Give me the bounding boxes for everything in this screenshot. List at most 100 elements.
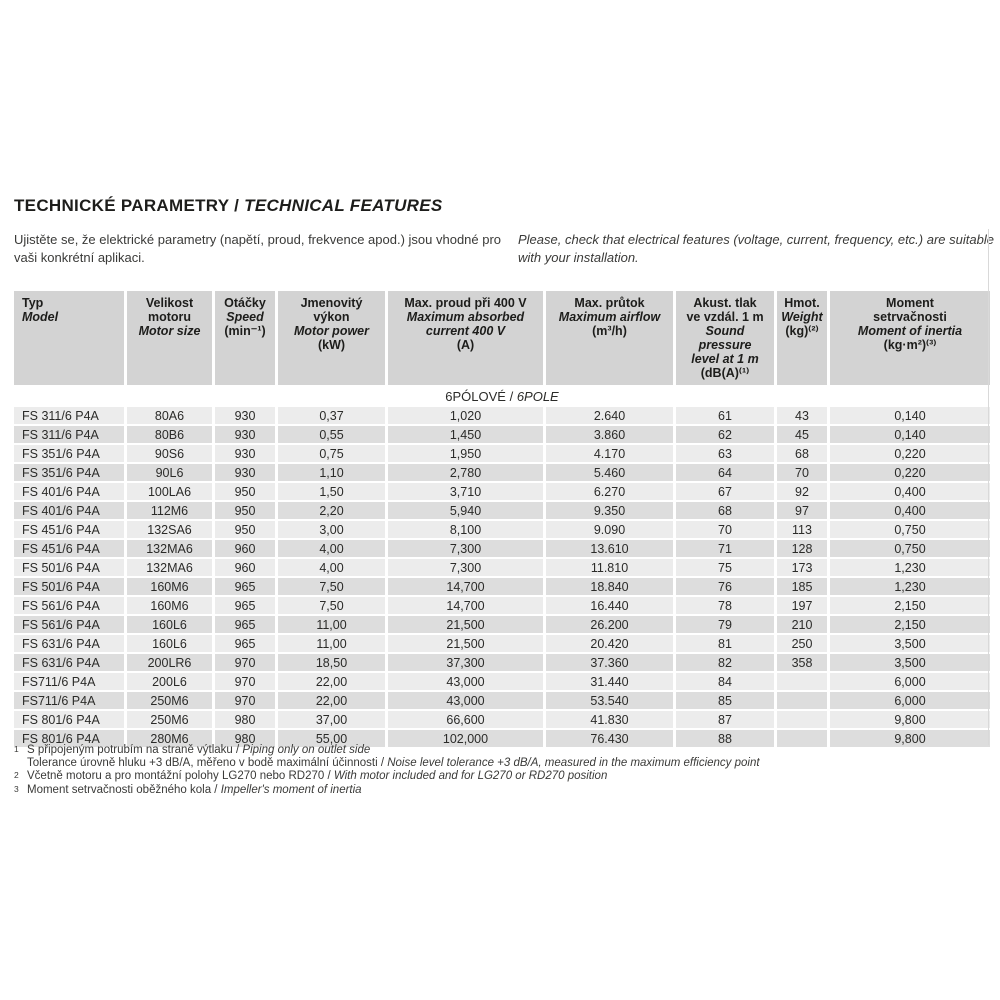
table-row: FS711/6 P4A 250M6 970 22,00 43,000 53.540 85 6,… [14, 692, 990, 709]
table-row: FS 801/6 P4A 280M6 980 55,00 102,000 76.430 88… [14, 730, 990, 747]
value-cell-weight: 70 [777, 464, 827, 481]
footnote-text-czech: Včetně motoru a pro montážní polohy LG27… [27, 770, 334, 783]
value-cell-weight: 45 [777, 426, 827, 443]
model-cell: FS 801/6 P4A [14, 711, 124, 728]
value-cell-moment-of-inertia: 6,000 [830, 692, 990, 709]
value-cell-motor-power: 3,00 [278, 521, 385, 538]
value-cell-sound-pressure: 84 [676, 673, 774, 690]
model-cell: FS711/6 P4A [14, 673, 124, 690]
column-header-max-current: Max. proud při 400 V Maximum absorbed curr… [388, 291, 543, 385]
value-cell-speed: 950 [215, 521, 275, 538]
value-cell-max-current: 1,450 [388, 426, 543, 443]
value-cell-max-airflow: 16.440 [546, 597, 673, 614]
footnote-text-english: Noise level tolerance +3 dB/A, measured … [387, 757, 760, 770]
value-cell-max-current: 21,500 [388, 616, 543, 633]
column-header-max-airflow: Max. průtok Maximum airflow (m³/h) [546, 291, 673, 385]
value-cell-max-airflow: 18.840 [546, 578, 673, 595]
table-row: FS 451/6 P4A 132MA6 960 4,00 7,300 13.610 71 12… [14, 540, 990, 557]
value-cell-sound-pressure: 76 [676, 578, 774, 595]
value-cell-motor-size: 200LR6 [127, 654, 212, 671]
table-row: FS 631/6 P4A 160L6 965 11,00 21,500 20.420 81 2… [14, 635, 990, 652]
value-cell-speed: 930 [215, 445, 275, 462]
value-cell-max-airflow: 41.830 [546, 711, 673, 728]
value-cell-sound-pressure: 62 [676, 426, 774, 443]
value-cell-motor-size: 112M6 [127, 502, 212, 519]
value-cell-moment-of-inertia: 3,500 [830, 654, 990, 671]
value-cell-sound-pressure: 88 [676, 730, 774, 747]
page-edge-rule [988, 229, 989, 745]
value-cell-max-current: 102,000 [388, 730, 543, 747]
model-cell: FS 311/6 P4A [14, 426, 124, 443]
value-cell-moment-of-inertia: 1,230 [830, 578, 990, 595]
table-row: FS 561/6 P4A 160M6 965 7,50 14,700 16.440 78 19… [14, 597, 990, 614]
value-cell-sound-pressure: 75 [676, 559, 774, 576]
value-cell-sound-pressure: 71 [676, 540, 774, 557]
column-header-speed: Otáčky Speed (min⁻¹) [215, 291, 275, 385]
footnote-text-czech: S připojeným potrubím na straně výtlaku … [27, 744, 243, 756]
table-row: FS 631/6 P4A 200LR6 970 18,50 37,300 37.360 82… [14, 654, 990, 671]
model-cell: FS711/6 P4A [14, 692, 124, 709]
value-cell-max-airflow: 2.640 [546, 407, 673, 424]
value-cell-max-current: 66,600 [388, 711, 543, 728]
model-cell: FS 401/6 P4A [14, 483, 124, 500]
value-cell-motor-power: 0,55 [278, 426, 385, 443]
table-row: FS 501/6 P4A 132MA6 960 4,00 7,300 11.810 75 17… [14, 559, 990, 576]
value-cell-max-current: 43,000 [388, 692, 543, 709]
value-cell-motor-power: 1,10 [278, 464, 385, 481]
value-cell-moment-of-inertia: 0,400 [830, 502, 990, 519]
value-cell-weight [777, 673, 827, 690]
value-cell-moment-of-inertia: 0,220 [830, 464, 990, 481]
column-header-model: Typ Model [14, 291, 124, 385]
model-cell: FS 561/6 P4A [14, 597, 124, 614]
value-cell-speed: 950 [215, 483, 275, 500]
table-row: FS 451/6 P4A 132SA6 950 3,00 8,100 9.090 70 113… [14, 521, 990, 538]
value-cell-max-current: 14,700 [388, 578, 543, 595]
model-cell: FS 451/6 P4A [14, 540, 124, 557]
value-cell-weight: 197 [777, 597, 827, 614]
value-cell-motor-power: 7,50 [278, 597, 385, 614]
value-cell-motor-size: 250M6 [127, 711, 212, 728]
value-cell-max-airflow: 37.360 [546, 654, 673, 671]
value-cell-weight: 97 [777, 502, 827, 519]
value-cell-motor-power: 22,00 [278, 692, 385, 709]
model-cell: FS 351/6 P4A [14, 445, 124, 462]
value-cell-motor-size: 160L6 [127, 635, 212, 652]
value-cell-sound-pressure: 64 [676, 464, 774, 481]
table-row: FS 801/6 P4A 250M6 980 37,00 66,600 41.830 87 9… [14, 711, 990, 728]
value-cell-motor-power: 0,37 [278, 407, 385, 424]
value-cell-weight: 210 [777, 616, 827, 633]
value-cell-sound-pressure: 67 [676, 483, 774, 500]
value-cell-weight: 68 [777, 445, 827, 462]
value-cell-sound-pressure: 61 [676, 407, 774, 424]
value-cell-max-airflow: 13.610 [546, 540, 673, 557]
column-header-moment-of-inertia: Moment setrvačnosti Moment of inertia (kg·m… [830, 291, 990, 385]
value-cell-max-airflow: 20.420 [546, 635, 673, 652]
value-cell-max-current: 1,020 [388, 407, 543, 424]
value-cell-sound-pressure: 68 [676, 502, 774, 519]
value-cell-moment-of-inertia: 0,220 [830, 445, 990, 462]
model-cell: FS 311/6 P4A [14, 407, 124, 424]
model-cell: FS 401/6 P4A [14, 502, 124, 519]
value-cell-max-current: 2,780 [388, 464, 543, 481]
value-cell-max-current: 8,100 [388, 521, 543, 538]
value-cell-speed: 965 [215, 635, 275, 652]
table-header: Typ Model Velikost motoru Motor size Otáčky Sp… [14, 291, 990, 385]
value-cell-weight: 358 [777, 654, 827, 671]
value-cell-max-airflow: 53.540 [546, 692, 673, 709]
model-cell: FS 561/6 P4A [14, 616, 124, 633]
value-cell-max-current: 7,300 [388, 540, 543, 557]
value-cell-weight: 92 [777, 483, 827, 500]
footnote-line: 3 Moment setrvačnosti oběžného kola / Imp… [14, 784, 760, 797]
value-cell-moment-of-inertia: 0,140 [830, 407, 990, 424]
value-cell-motor-power: 18,50 [278, 654, 385, 671]
value-cell-speed: 930 [215, 426, 275, 443]
value-cell-moment-of-inertia: 2,150 [830, 597, 990, 614]
value-cell-moment-of-inertia: 9,800 [830, 711, 990, 728]
value-cell-moment-of-inertia: 9,800 [830, 730, 990, 747]
value-cell-max-airflow: 9.350 [546, 502, 673, 519]
value-cell-motor-power: 55,00 [278, 730, 385, 747]
footnote-text-english: Impeller's moment of inertia [220, 783, 362, 796]
value-cell-motor-size: 90S6 [127, 445, 212, 462]
value-cell-moment-of-inertia: 2,150 [830, 616, 990, 633]
value-cell-motor-size: 160L6 [127, 616, 212, 633]
